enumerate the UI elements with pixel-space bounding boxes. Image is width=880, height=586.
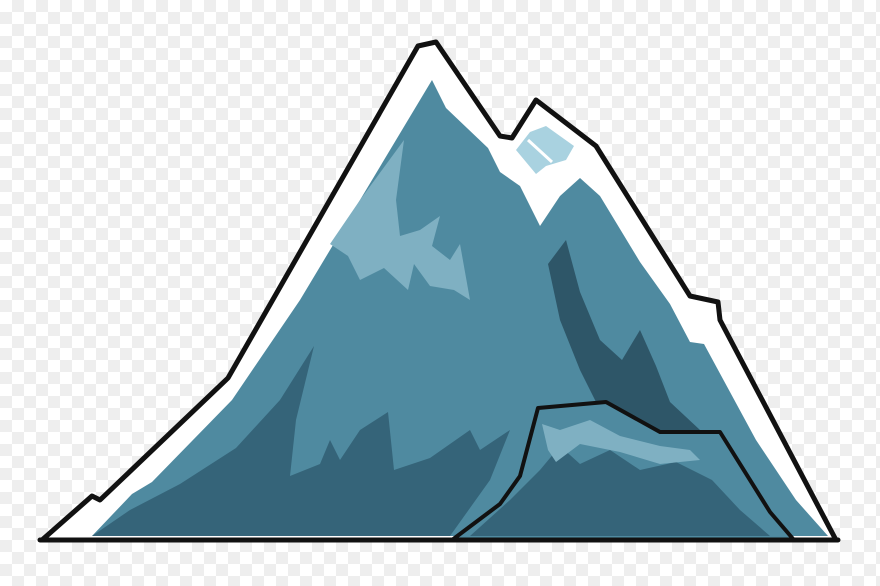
rock-shadow-left [92,346,510,536]
rock-highlight [330,140,470,300]
ice-chunk [516,126,574,174]
foreground-rock-shadow [470,446,770,536]
ice-crack [526,138,554,164]
foreground-rock-highlight [542,420,700,464]
